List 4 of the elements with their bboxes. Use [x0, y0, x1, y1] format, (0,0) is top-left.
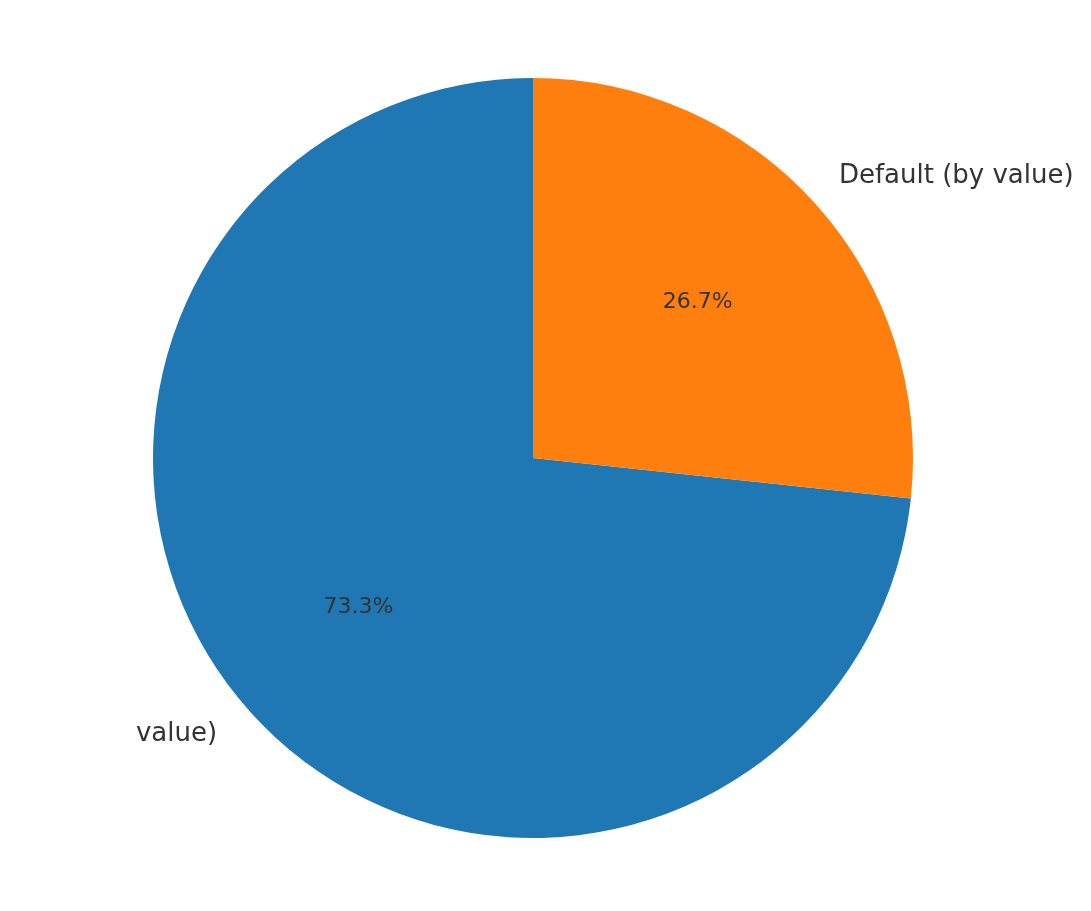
- data-label: 73.3%: [323, 592, 394, 618]
- data-label: 26.7%: [662, 288, 733, 314]
- slice-label: Default (by value): [838, 158, 1074, 189]
- slice-label: value): [135, 717, 218, 748]
